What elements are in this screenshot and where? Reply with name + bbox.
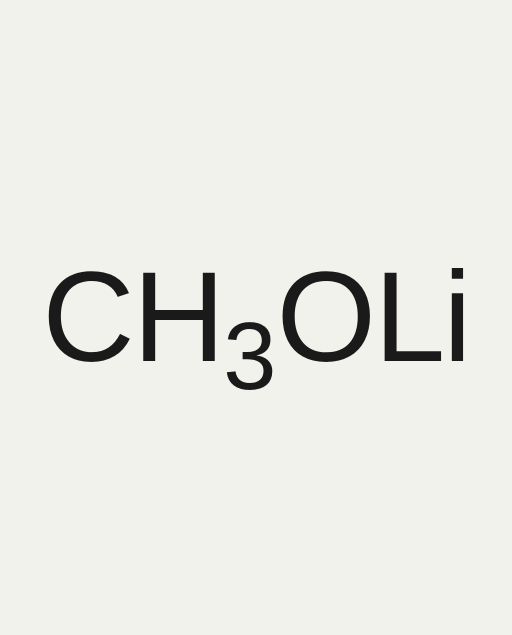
formula-part-oli: OLi [277,254,470,382]
chemical-formula: CH 3 OLi [42,254,469,382]
formula-part-ch: CH [42,254,223,382]
formula-subscript-3: 3 [223,309,276,405]
